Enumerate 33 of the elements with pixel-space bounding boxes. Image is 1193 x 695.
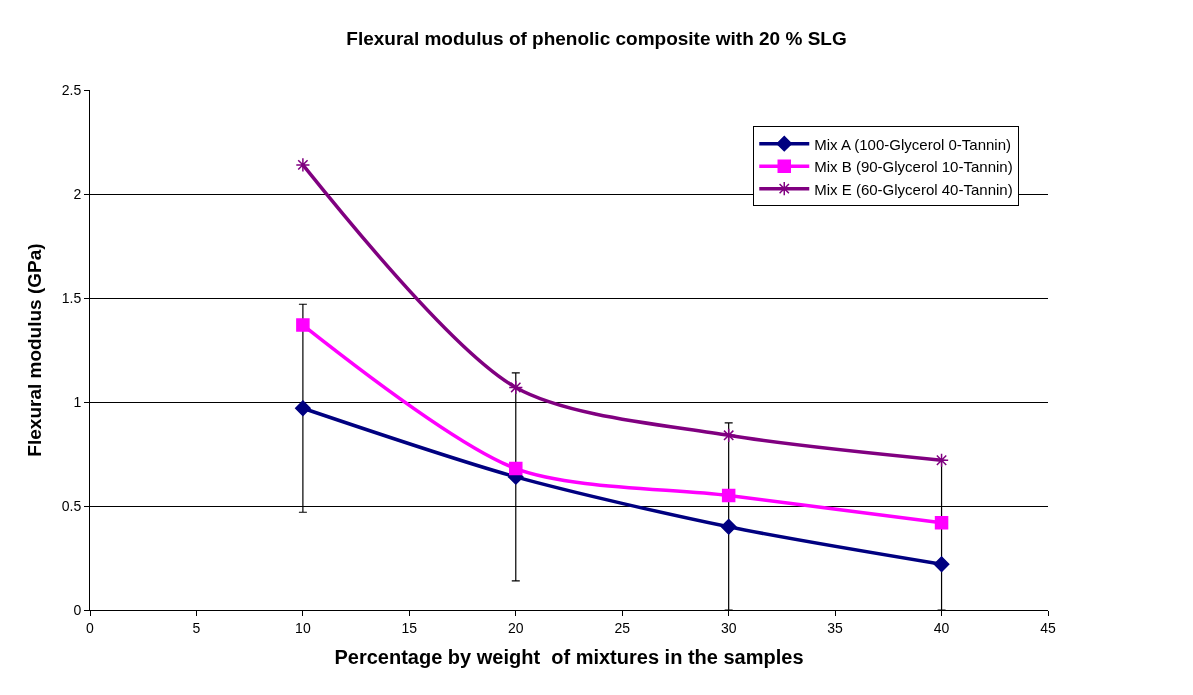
y-tick-label: 0.5	[61, 497, 82, 514]
point	[934, 515, 949, 530]
point	[933, 556, 950, 573]
y-tick-label: 2	[73, 185, 82, 202]
y-tick-label: 2.5	[61, 81, 82, 98]
x-axis-title: Percentage by weight of mixtures in the samples	[334, 646, 804, 669]
x-tick-label: 40	[933, 619, 950, 636]
point	[721, 427, 737, 443]
x-tick-label: 15	[401, 619, 418, 636]
point	[720, 518, 737, 535]
point	[721, 488, 736, 503]
chart-title: Flexural modulus of phenolic composite with 20 % SLG	[346, 27, 847, 49]
y-tick-label: 1.5	[61, 289, 82, 306]
point	[508, 380, 524, 395]
point	[296, 318, 310, 332]
legend-label: Mix A (100-Glycerol 0-Tannin)	[814, 135, 1012, 153]
x-tick-label: 35	[827, 619, 844, 636]
point	[934, 452, 949, 468]
y-axis-title: Flexural modulus (GPa)	[23, 243, 45, 457]
y-tick-label: 1	[73, 393, 82, 410]
x-tick-label: 10	[295, 619, 311, 636]
x-tick-label: 5	[192, 619, 201, 636]
x-tick-label: 45	[1040, 619, 1056, 636]
point	[295, 157, 311, 173]
point	[294, 400, 311, 417]
legend-label: Mix B (90-Glycerol 10-Tannin)	[814, 158, 1013, 175]
legend-label: Mix E (60-Glycerol 40-Tannin)	[814, 180, 1013, 198]
point	[509, 461, 523, 476]
x-tick-label: 30	[720, 619, 737, 636]
x-tick-label: 25	[614, 619, 631, 636]
x-tick-label: 0	[86, 619, 95, 636]
x-tick-label: 20	[507, 619, 524, 636]
y-tick-label: 0	[73, 601, 82, 618]
